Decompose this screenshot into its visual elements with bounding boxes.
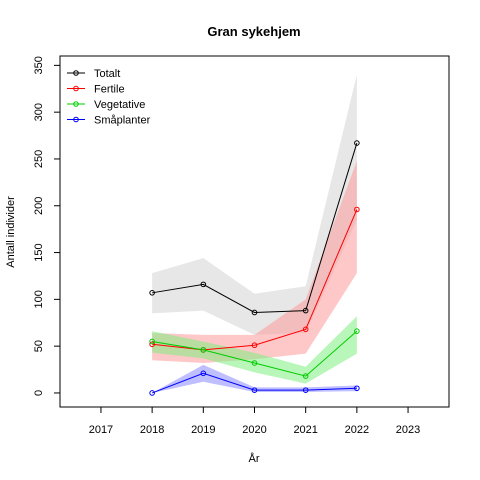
x-tick-label-2017: 2017	[89, 424, 113, 436]
x-tick-label-2022: 2022	[345, 424, 369, 436]
legend-label-fertile: Fertile	[94, 84, 125, 96]
legend-marker-fertile	[73, 85, 79, 92]
legend-marker-vegetative	[73, 101, 79, 107]
point-totalt-2021	[302, 307, 309, 314]
legend-marker-smaplanter	[73, 116, 79, 123]
legend-marker-totalt	[73, 70, 79, 76]
point-vegetative-2020	[251, 360, 258, 366]
legend: Totalt Fertile Vegetative Småplanter	[67, 68, 151, 127]
y-tick-label-100: 100	[33, 290, 45, 308]
point-vegetative-2019	[200, 347, 207, 353]
point-smaplanter-2020	[251, 387, 258, 393]
series-lines	[151, 142, 358, 394]
point-vegetative-2021	[302, 373, 309, 379]
y-tick-label-350: 350	[33, 56, 45, 74]
x-tick-label-2023: 2023	[396, 424, 420, 436]
point-smaplanter-2018	[149, 390, 155, 396]
band-totalt	[152, 74, 357, 335]
x-axis: 2017 2018 2019 2020 2021 2022 2023	[89, 407, 420, 436]
point-totalt-2022	[354, 140, 360, 146]
y-tick-label-0: 0	[33, 390, 45, 396]
chart-title: Gran sykehjem	[207, 24, 300, 39]
x-tick-label-2018: 2018	[140, 424, 164, 436]
legend-label-smaplanter: Småplanter	[94, 115, 151, 127]
point-smaplanter-2022	[354, 385, 360, 392]
point-fertile-2022	[354, 206, 360, 213]
point-fertile-2018	[149, 341, 155, 348]
point-smaplanter-2019	[200, 370, 207, 377]
legend-label-totalt: Totalt	[94, 68, 120, 80]
y-tick-label-300: 300	[33, 103, 45, 121]
x-tick-label-2020: 2020	[242, 424, 266, 436]
point-totalt-2019	[200, 281, 207, 288]
x-tick-label-2021: 2021	[293, 424, 317, 436]
x-axis-label: År	[249, 452, 260, 465]
x-tick-label-2019: 2019	[191, 424, 215, 436]
line-totalt	[152, 142, 358, 313]
y-tick-label-250: 250	[33, 150, 45, 168]
legend-label-vegetative: Vegetative	[94, 99, 145, 111]
y-axis-label: Antall individer	[5, 196, 17, 268]
line-fertile	[152, 209, 358, 351]
line-vegetative	[152, 330, 358, 377]
band-smaplanter	[152, 364, 357, 393]
point-smaplanter-2021	[302, 387, 309, 393]
y-tick-label-50: 50	[33, 340, 45, 352]
y-axis: 0 50 100 150 200 250 300 350	[33, 56, 60, 396]
point-vegetative-2022	[354, 328, 360, 334]
point-fertile-2021	[302, 326, 309, 333]
y-tick-label-200: 200	[33, 197, 45, 215]
y-tick-label-150: 150	[33, 243, 45, 261]
point-fertile-2020	[251, 342, 258, 349]
point-totalt-2018	[149, 290, 155, 296]
band-vegetative	[152, 316, 357, 384]
point-totalt-2020	[251, 309, 258, 316]
point-vegetative-2018	[149, 338, 155, 345]
line-smaplanter	[151, 372, 357, 394]
series-points	[149, 140, 360, 396]
